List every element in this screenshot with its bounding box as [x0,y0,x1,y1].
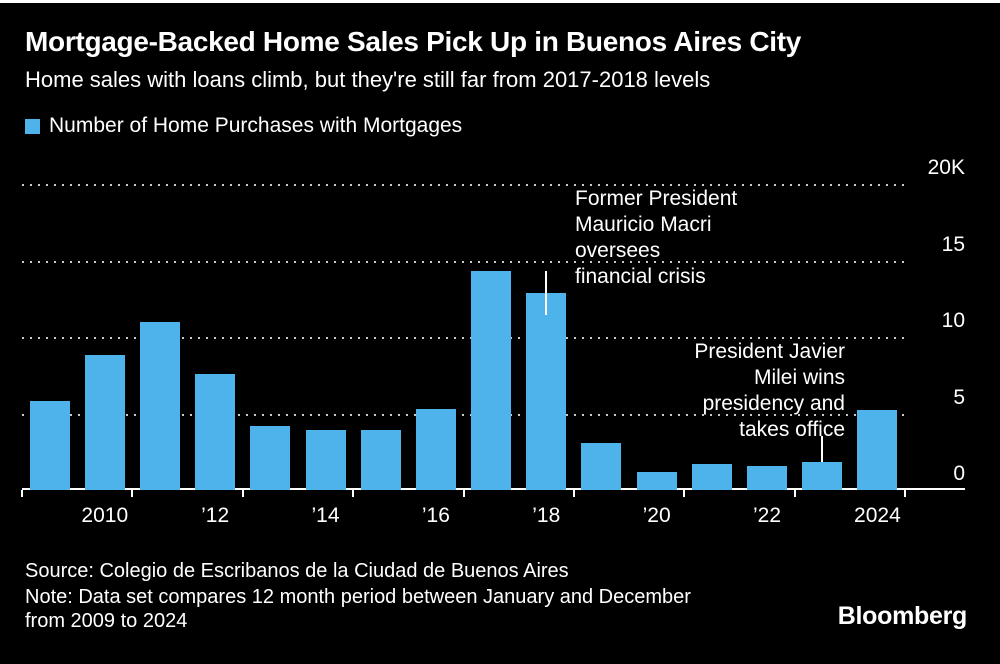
legend: Number of Home Purchases with Mortgages [25,114,462,138]
source-text: Source: Colegio de Escribanos de la Ciud… [25,560,569,582]
axis-tick [241,490,244,497]
y-axis-label: 10 [941,309,965,332]
bar-2014 [305,430,346,490]
y-axis-label: 20K [927,156,965,179]
axis-tick [572,490,575,497]
axis-tick [683,490,686,497]
axis-tick [904,490,906,497]
annotation-marker-2018 [545,270,548,315]
x-axis-label: 2010 [81,504,129,527]
axis-tick [131,490,134,497]
gridline-20K [22,184,905,186]
bar-2010 [84,355,125,490]
y-axis-label: 0 [953,462,965,485]
chart-subtitle: Home sales with loans climb, but they're… [25,67,711,92]
annotation-marker-2023 [821,436,824,463]
x-axis-label: ’16 [421,504,450,527]
x-axis-label: ’22 [753,504,782,527]
bar-2022 [747,465,788,490]
bar-2012 [195,373,236,490]
x-axis-label: 2024 [854,504,901,527]
chart-title: Mortgage-Backed Home Sales Pick Up in Bu… [25,26,802,57]
x-axis-label: ’18 [532,504,561,527]
axis-tick [21,490,23,497]
axis-tick [462,490,465,497]
legend-label: Number of Home Purchases with Mortgages [49,114,463,137]
bloomberg-logo: Bloomberg [837,602,968,630]
y-axis-label: 5 [953,385,965,409]
bar-2015 [360,430,401,490]
bar-2017 [471,271,512,490]
bar-2011 [139,321,180,490]
gridline-10 [22,337,905,339]
x-axis-label: ’20 [642,504,671,527]
x-axis-label: ’12 [201,504,230,527]
gridline-5 [22,413,905,416]
bar-2024 [857,410,898,490]
axis-tick [352,490,355,497]
bar-2009 [29,401,70,490]
top-border [0,0,1000,3]
note-text: Note: Data set compares 12 month period … [25,586,691,632]
bar-2018 [526,292,567,490]
legend-swatch-icon [25,118,40,134]
annotation-macri: Former President Mauricio Macri oversees… [575,187,738,288]
y-axis-label: 15 [941,232,965,256]
bar-2023 [802,462,843,490]
x-axis-label: ’14 [311,504,340,527]
axis-tick [793,490,796,497]
annotation-milei: President Javier Milei wins presidency a… [694,340,845,441]
gridline-15 [22,260,905,263]
bar-2021 [691,463,732,490]
bar-2020 [636,471,677,490]
bar-2016 [415,408,456,490]
bar-2013 [250,425,291,490]
bar-2019 [581,442,622,490]
